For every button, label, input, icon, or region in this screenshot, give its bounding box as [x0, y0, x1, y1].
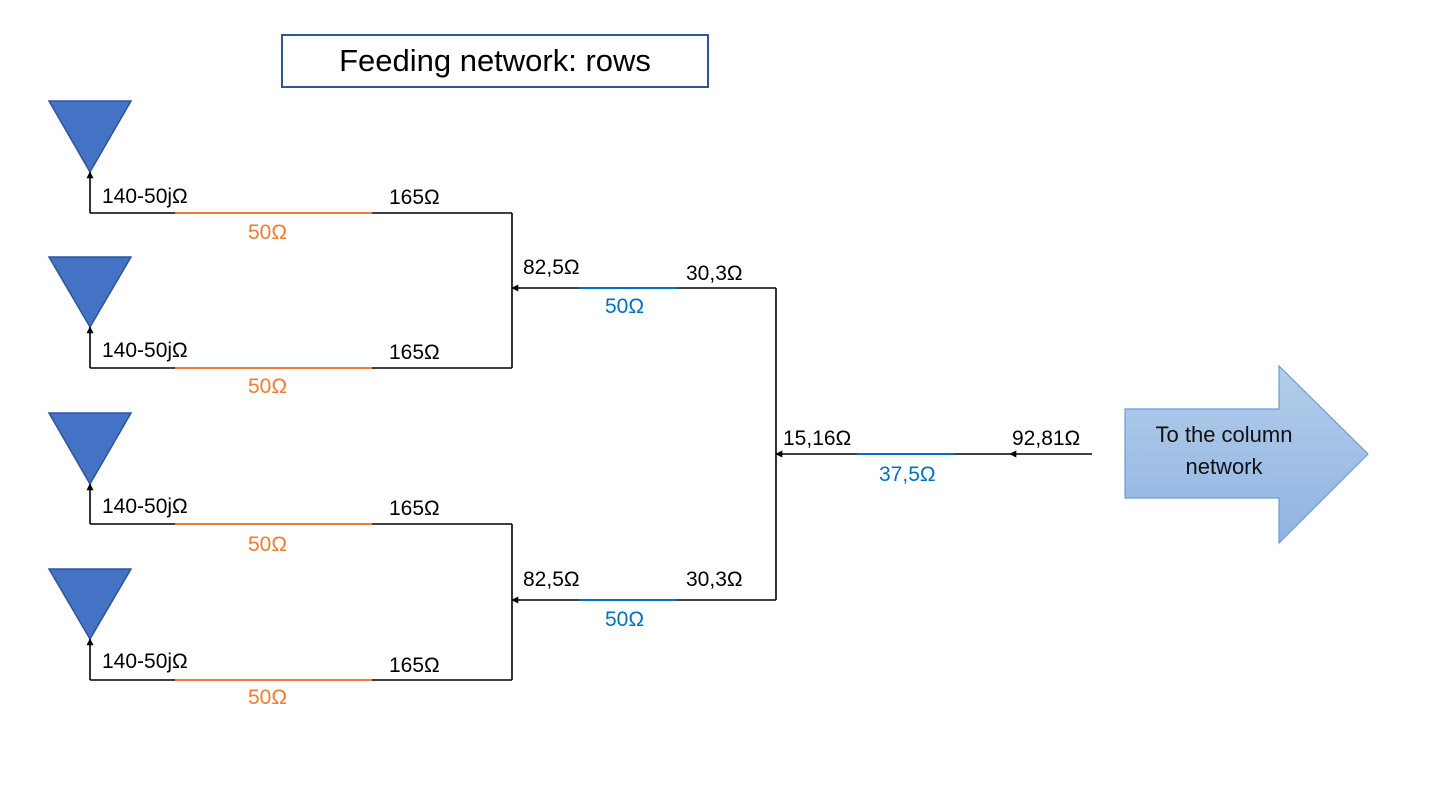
line-impedance-label: 50Ω	[605, 295, 644, 318]
diagram-title: Feeding network: rows	[281, 34, 709, 88]
line-impedance-label: 37,5Ω	[879, 463, 936, 486]
main-stage: 15,16Ω 37,5Ω 92,81Ω	[775, 427, 1092, 486]
line-impedance-label: 50Ω	[248, 221, 287, 244]
antenna-impedance-label: 140-50jΩ	[102, 650, 188, 673]
antenna-icon	[47, 100, 133, 174]
antenna-row-3: 140-50jΩ 50Ω 165Ω	[47, 412, 512, 556]
load-impedance-label: 82,5Ω	[523, 256, 580, 279]
load-impedance-label: 82,5Ω	[523, 568, 580, 591]
antenna-impedance-label: 140-50jΩ	[102, 495, 188, 518]
output-arrow: To the column network	[1124, 364, 1369, 545]
line-impedance-label: 50Ω	[248, 375, 287, 398]
antenna-icon	[47, 256, 133, 329]
input-impedance-label: 165Ω	[389, 654, 440, 677]
line-impedance-label: 50Ω	[248, 533, 287, 556]
input-impedance-label: 30,3Ω	[686, 262, 743, 285]
antenna-icon	[47, 412, 133, 486]
input-impedance-label: 165Ω	[389, 341, 440, 364]
arrow-right-icon	[1124, 364, 1369, 545]
load-impedance-label: 15,16Ω	[783, 427, 851, 450]
antenna-impedance-label: 140-50jΩ	[102, 339, 188, 362]
pair-stage-upper: 82,5Ω 50Ω 30,3Ω	[511, 256, 776, 318]
input-impedance-label: 30,3Ω	[686, 568, 743, 591]
antenna-row-1: 140-50jΩ 50Ω 165Ω	[47, 100, 512, 244]
arrow-label-line1: To the column	[1156, 422, 1293, 447]
antenna-row-4: 140-50jΩ 50Ω 165Ω	[47, 568, 512, 709]
line-impedance-label: 50Ω	[248, 686, 287, 709]
antenna-impedance-label: 140-50jΩ	[102, 185, 188, 208]
antenna-icon	[47, 568, 133, 641]
pair-stage-lower: 82,5Ω 50Ω 30,3Ω	[511, 568, 776, 631]
input-impedance-label: 165Ω	[389, 497, 440, 520]
line-impedance-label: 50Ω	[605, 608, 644, 631]
input-impedance-label: 165Ω	[389, 186, 440, 209]
arrow-label-line2: network	[1185, 454, 1263, 479]
input-impedance-label: 92,81Ω	[1012, 427, 1080, 450]
antenna-row-2: 140-50jΩ 50Ω 165Ω	[47, 256, 512, 398]
